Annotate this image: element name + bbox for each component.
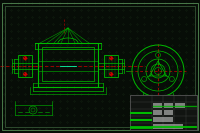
Bar [130, 95, 197, 130]
Bar [175, 103, 185, 108]
Bar [164, 110, 173, 115]
Bar [153, 110, 162, 115]
Bar [104, 55, 118, 77]
Bar [38, 43, 98, 87]
Bar [164, 103, 173, 108]
Bar [42, 47, 94, 81]
Bar [153, 124, 183, 129]
Bar [153, 117, 173, 122]
Bar [153, 103, 162, 108]
Bar [18, 55, 32, 77]
